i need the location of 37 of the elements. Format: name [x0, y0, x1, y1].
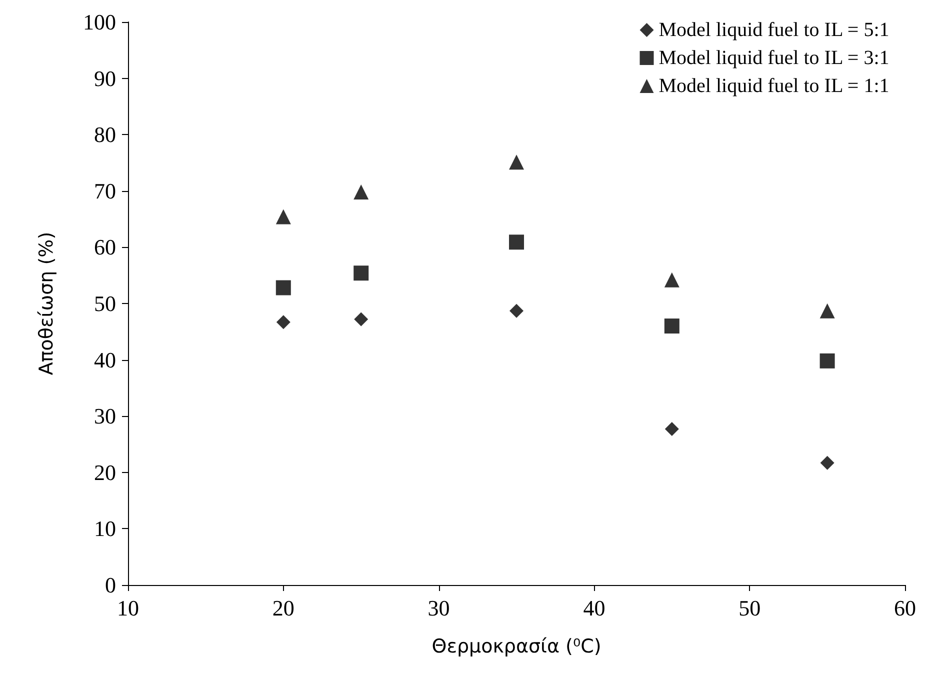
x-tick-label: 40	[583, 596, 606, 620]
point	[664, 272, 680, 288]
y-tick-label: 100	[83, 10, 116, 34]
point	[354, 184, 369, 200]
y-tick-label: 70	[94, 178, 116, 204]
x-tick-label: 60	[894, 596, 916, 620]
point	[276, 280, 291, 296]
legend-label: Model liquid fuel to IL = 1:1	[658, 75, 890, 97]
point	[276, 315, 290, 330]
legend-label: Model liquid fuel to IL = 5:1	[658, 19, 890, 41]
y-tick-label: 20	[94, 460, 116, 485]
y-tick-label: 80	[94, 122, 116, 148]
x-tick-label: 50	[738, 596, 761, 620]
point	[354, 312, 368, 326]
y-axis-title: Αποθείωση (%)	[36, 232, 58, 376]
x-tick-label: 20	[272, 596, 294, 620]
x-tick-label: 10	[117, 596, 139, 620]
point	[354, 266, 369, 281]
point	[820, 303, 835, 318]
legend-label: Model liquid fuel to IL = 3:1	[658, 47, 890, 69]
y-tick-label: 90	[94, 66, 116, 91]
x-axis-title: Θερμοκρασία (⁰C)	[432, 636, 602, 658]
y-tick-label: 50	[94, 291, 116, 316]
point	[820, 456, 834, 470]
point	[664, 422, 679, 436]
point	[820, 353, 835, 368]
y-tick-label: 60	[94, 234, 116, 260]
y-tick-label: 40	[94, 347, 116, 372]
y-tick-label: 0	[105, 572, 116, 598]
x-tick-label: 30	[428, 596, 450, 620]
point	[509, 234, 524, 250]
point	[509, 154, 524, 170]
point	[664, 318, 680, 334]
point	[510, 304, 524, 318]
y-tick-label: 10	[94, 516, 116, 542]
point	[276, 209, 291, 224]
y-tick-label: 30	[94, 404, 116, 429]
